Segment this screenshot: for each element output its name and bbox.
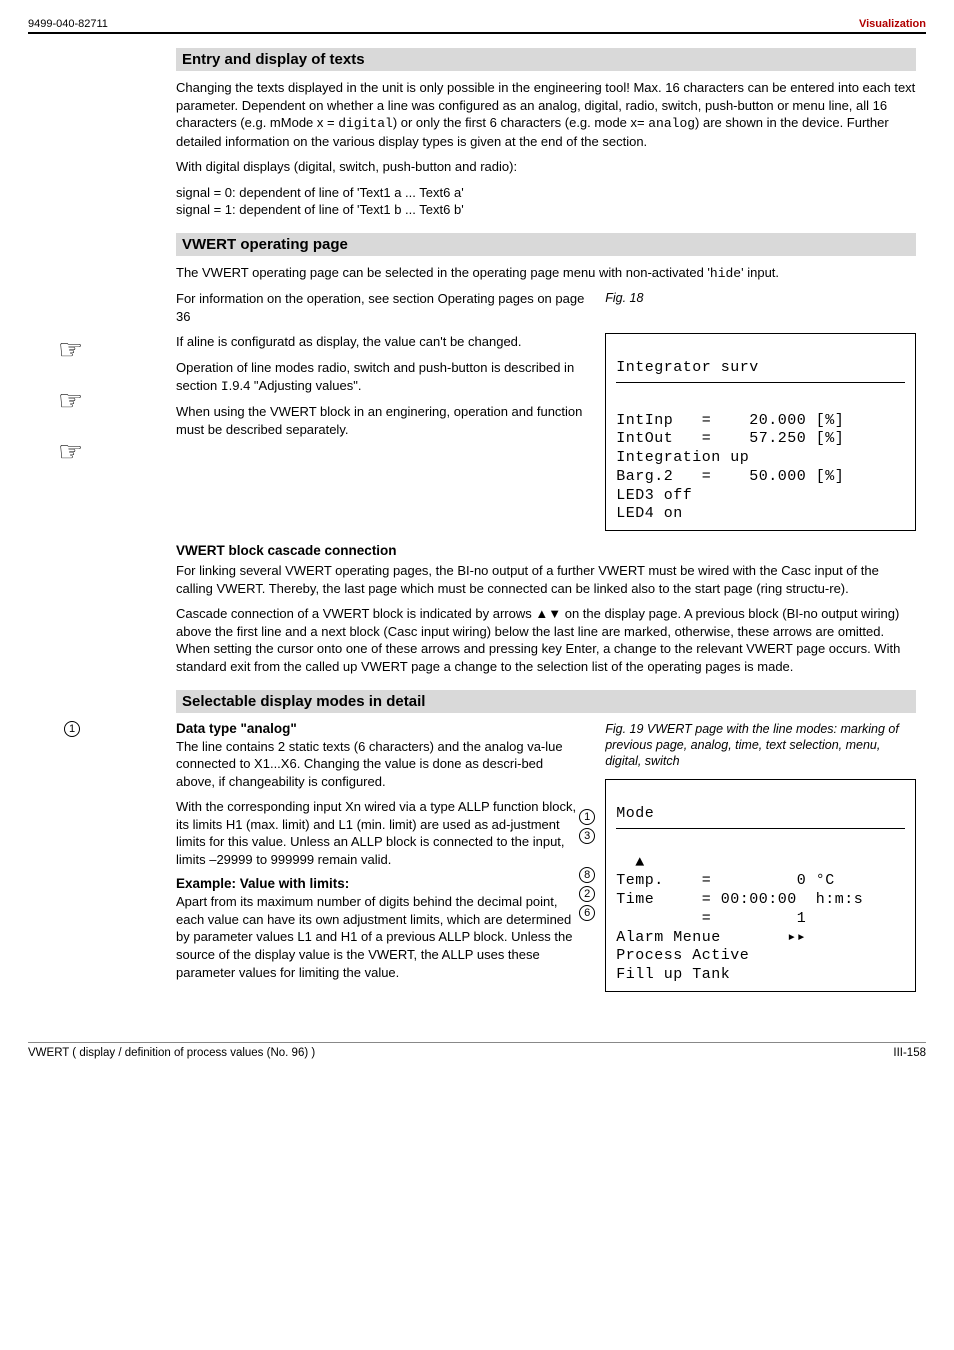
lcd1-l6: LED4 on: [616, 505, 683, 522]
sec1-mono2: analog: [648, 116, 695, 131]
sec1-p1: Changing the texts displayed in the unit…: [176, 79, 916, 150]
lcd-mode: Mode ▲ Temp. = 0 °C Time = 00:00:00 h:m:…: [605, 779, 916, 992]
mode-num: 2: [579, 886, 595, 902]
sec1-p1b: ) or only the first 6 characters (e.g. m…: [393, 115, 648, 130]
sec2-p1b: ' input.: [741, 265, 779, 280]
lcd2-l2: Time = 00:00:00 h:m:s: [616, 891, 863, 908]
sec1-p2: With digital displays (digital, switch, …: [176, 158, 916, 176]
lcd1-l2: IntOut = 57.250 [%]: [616, 430, 844, 447]
lcd1-l5: LED3 off: [616, 487, 692, 504]
footer-left: VWERT ( display / definition of process …: [28, 1047, 315, 1059]
section-title-modes: Selectable display modes in detail: [176, 690, 916, 713]
sec2-p2: For information on the operation, see se…: [176, 290, 585, 325]
lcd1-l3: Integration up: [616, 449, 749, 466]
casc-p2a: Cascade connection of a VWERT block is i…: [176, 606, 535, 621]
cascade-p2: Cascade connection of a VWERT block is i…: [176, 605, 916, 675]
datatype-num-1: 1: [64, 721, 80, 737]
mode-num: 3: [579, 828, 595, 844]
arrow-down-icon: ▼: [548, 606, 561, 621]
lcd2-l4: Alarm Menue ▸▸: [616, 929, 806, 946]
sec1-p4: signal = 1: dependent of line of 'Text1 …: [176, 201, 916, 219]
sec1-p3: signal = 0: dependent of line of 'Text1 …: [176, 184, 916, 202]
sec2-mono: hide: [710, 266, 741, 281]
d1-p2: With the corresponding input Xn wired vi…: [176, 798, 585, 868]
lcd2-l5: Process Active: [616, 947, 749, 964]
hand-icon: ☞: [58, 384, 118, 417]
header-left: 9499-040-82711: [28, 18, 108, 30]
d1-p1: The line contains 2 static texts (6 char…: [176, 738, 585, 791]
lcd2-title: Mode: [616, 805, 905, 829]
arrow-up-icon: ▲: [535, 606, 548, 621]
lcd1-l4: Barg.2 = 50.000 [%]: [616, 468, 844, 485]
sec1-mono1: digital: [338, 116, 393, 131]
section-title-vwert: VWERT operating page: [176, 233, 916, 256]
example-p: Apart from its maximum number of digits …: [176, 893, 585, 981]
cascade-title: VWERT block cascade connection: [176, 543, 916, 558]
sec2-p1: The VWERT operating page can be selected…: [176, 264, 916, 283]
mode-num: 8: [579, 867, 595, 883]
sec2-note2b: .9.4 "Adjusting values".: [229, 378, 362, 393]
fig19-caption: Fig. 19 VWERT page with the line modes: …: [605, 721, 916, 770]
datatype-analog-title: Data type "analog": [176, 721, 585, 736]
example-title: Example: Value with limits:: [176, 876, 585, 891]
sec2-note2m: I: [221, 379, 229, 394]
lcd2-arrow: ▲: [616, 854, 645, 871]
footer-right: III-158: [893, 1047, 926, 1059]
mode-num: 6: [579, 905, 595, 921]
sec2-p1a: The VWERT operating page can be selected…: [176, 265, 710, 280]
lcd1-l1: IntInp = 20.000 [%]: [616, 412, 844, 429]
hand-icon: ☞: [58, 333, 118, 366]
sec2-note2: Operation of line modes radio, switch an…: [176, 359, 585, 395]
lcd2-l3: = 1: [616, 910, 806, 927]
lcd2-l6: Fill up Tank: [616, 966, 730, 983]
section-title-entry: Entry and display of texts: [176, 48, 916, 71]
lcd2-l1: Temp. = 0 °C: [616, 872, 835, 889]
lcd-integrator: Integrator surv IntInp = 20.000 [%] IntO…: [605, 333, 916, 531]
fig18-caption: Fig. 18: [605, 290, 916, 307]
lcd1-title: Integrator surv: [616, 359, 905, 383]
sec2-note1: If aline is configuratd as display, the …: [176, 333, 585, 351]
header-right: Visualization: [859, 18, 926, 30]
mode-num: 1: [579, 809, 595, 825]
sec2-note3: When using the VWERT block in an enginer…: [176, 403, 585, 438]
hand-icon: ☞: [58, 435, 118, 468]
cascade-p1: For linking several VWERT operating page…: [176, 562, 916, 597]
